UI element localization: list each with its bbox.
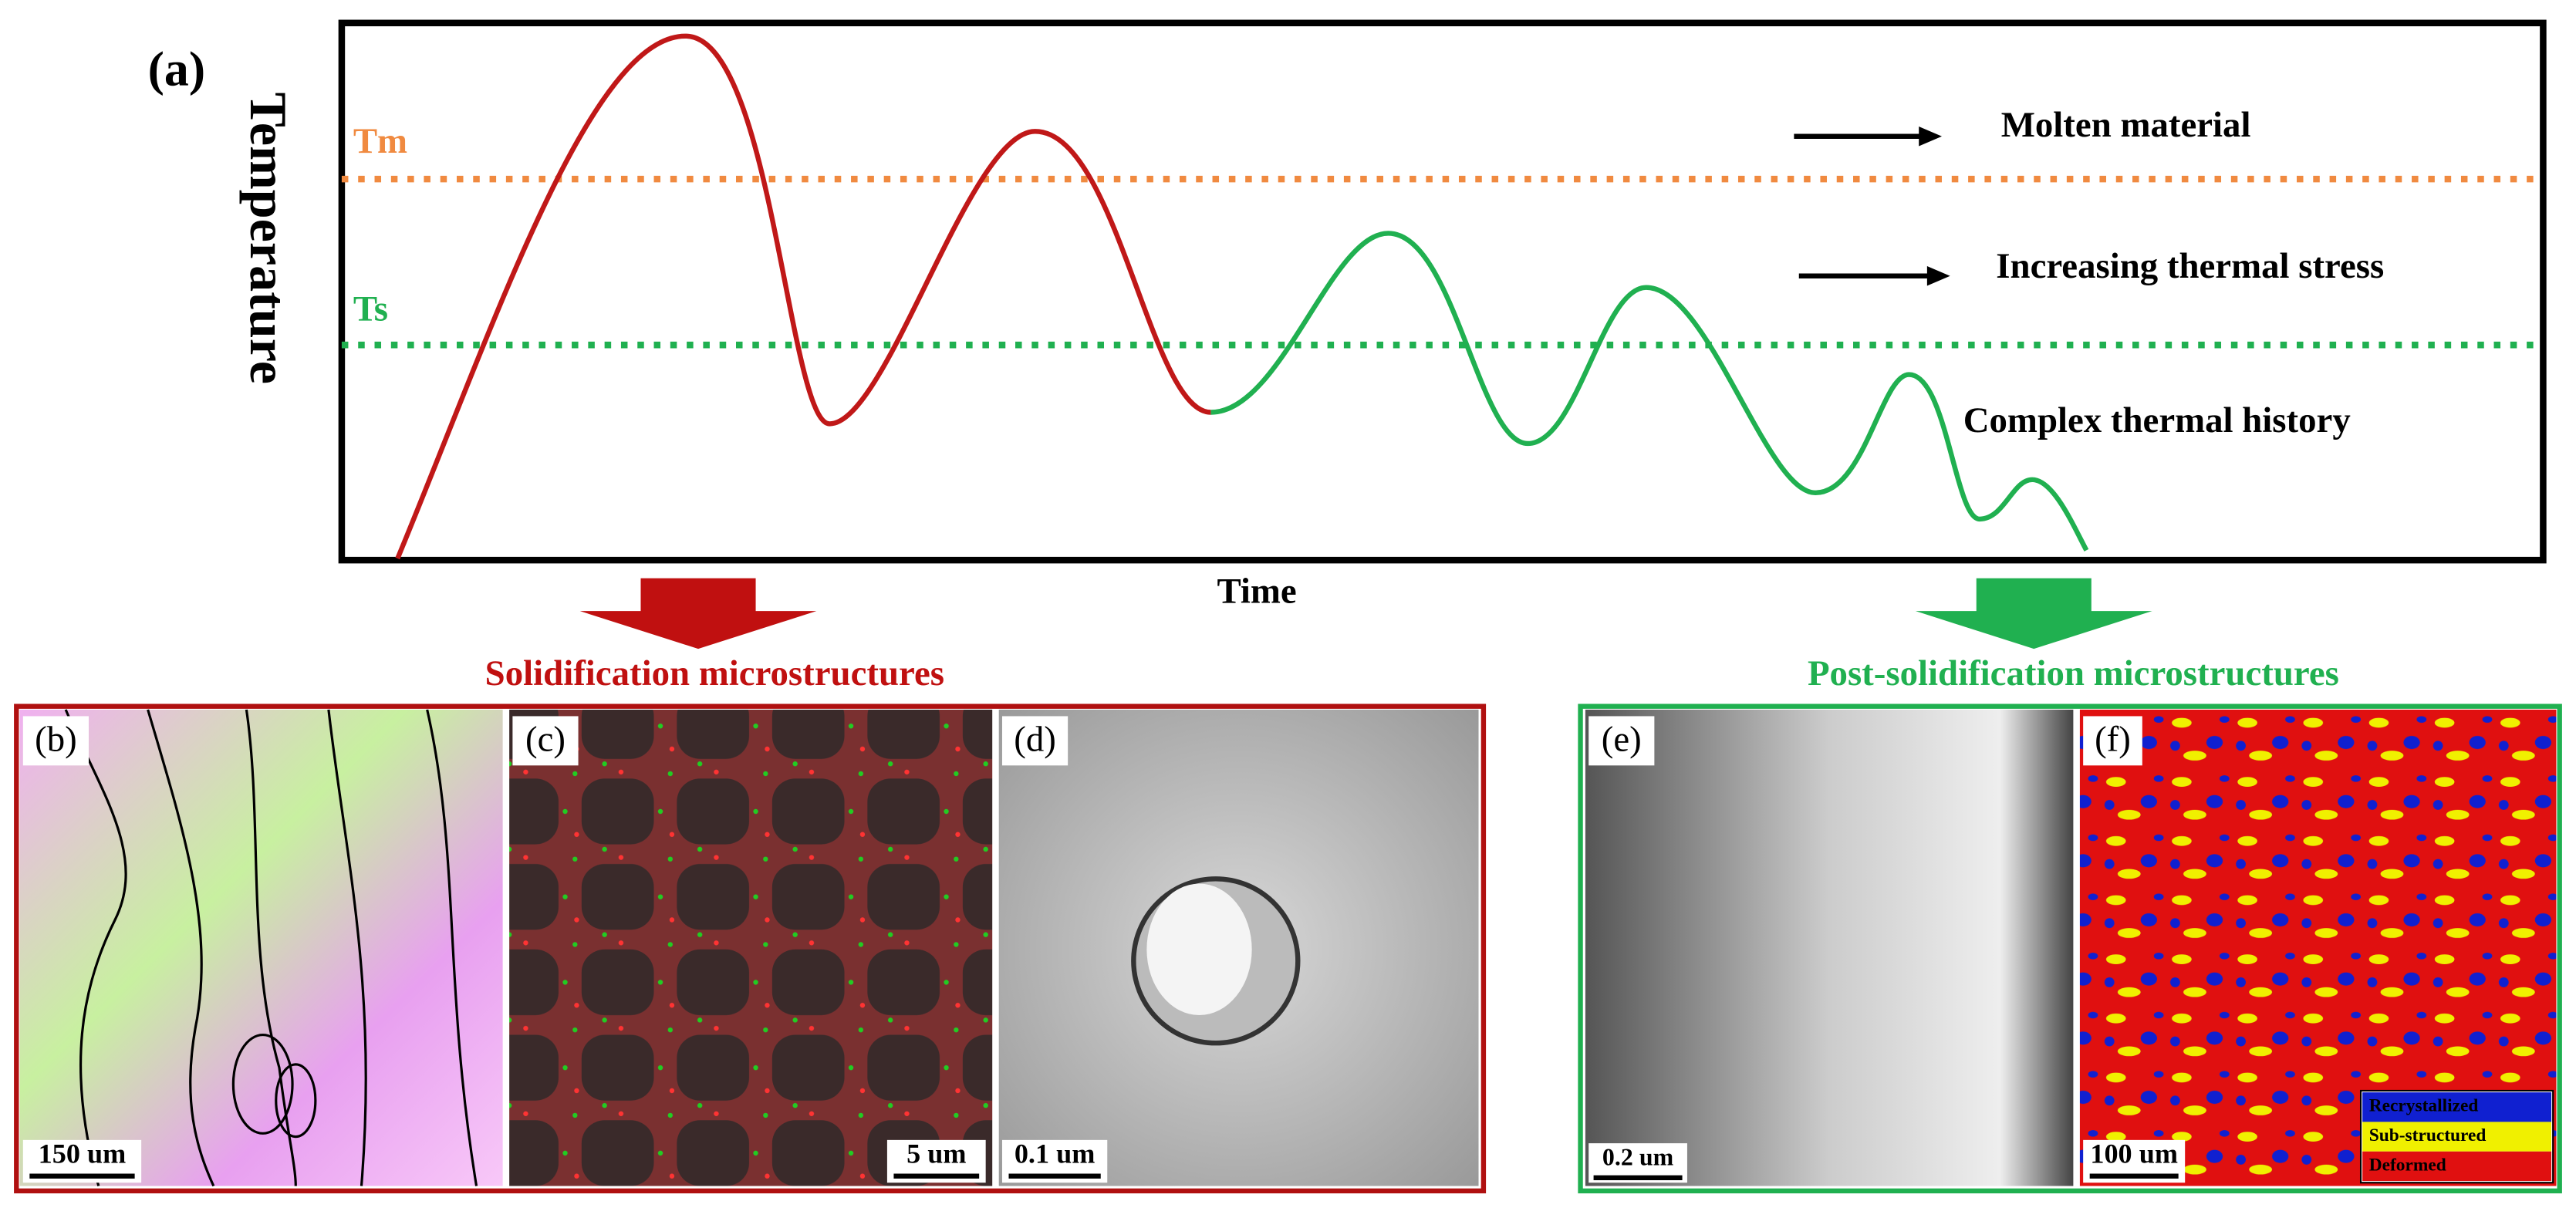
micrograph-e [1585, 709, 2074, 1186]
legend-entry: Deformed [2369, 1155, 2446, 1175]
level-label: Tm [353, 121, 407, 161]
micrograph-b [19, 709, 503, 1186]
section-title: Solidification microstructures [485, 653, 944, 693]
panel-label: (e) [1602, 719, 1642, 759]
level-label: Ts [353, 288, 388, 329]
section-frame [14, 703, 1487, 1194]
panel-label: (c) [525, 719, 566, 759]
thermal-curve-melt [395, 33, 1211, 560]
down-arrow [1915, 578, 2152, 649]
scale-bar-label: 0.1 um [1015, 1138, 1096, 1169]
scale-bar-label: 150 um [39, 1138, 127, 1169]
particle-core [1146, 883, 1252, 1016]
x-axis-label: Time [1217, 572, 1296, 612]
down-arrow [579, 578, 817, 649]
scale-bar-label: 0.2 um [1602, 1144, 1674, 1171]
panel-label: (b) [35, 719, 77, 759]
section-title: Post-solidification microstructures [1808, 653, 2339, 693]
legend-entry: Recrystallized [2369, 1096, 2479, 1116]
plot-frame [338, 19, 2547, 564]
grain-boundaries [64, 709, 478, 1187]
arrow [1794, 126, 1943, 147]
annotation: Molten material [2001, 105, 2251, 145]
panel-label: (f) [2095, 719, 2131, 759]
micrograph-c [509, 709, 993, 1186]
panel-label: (a) [148, 41, 205, 96]
legend-entry: Sub-structured [2369, 1125, 2487, 1145]
annotation: Complex thermal history [1963, 400, 2351, 440]
arrow [1798, 265, 1950, 286]
scale-bar-label: 100 um [2090, 1138, 2178, 1169]
annotation: Increasing thermal stress [1996, 246, 2384, 286]
thermal-curve-solid [1210, 231, 2089, 552]
scale-bar-label: 5 um [906, 1138, 966, 1169]
section-frame [1578, 703, 2562, 1194]
panel-label: (d) [1014, 719, 1056, 759]
legend: Recrystallized Sub-structured Deformed [2359, 1089, 2554, 1184]
scale-bars: 150 um 5 um 0.1 um 0.2 um 100 um [22, 1138, 2186, 1183]
y-axis-label: Temperature [239, 93, 298, 384]
panel-labels: (b) (c) (d) (e) (f) [22, 716, 2142, 766]
